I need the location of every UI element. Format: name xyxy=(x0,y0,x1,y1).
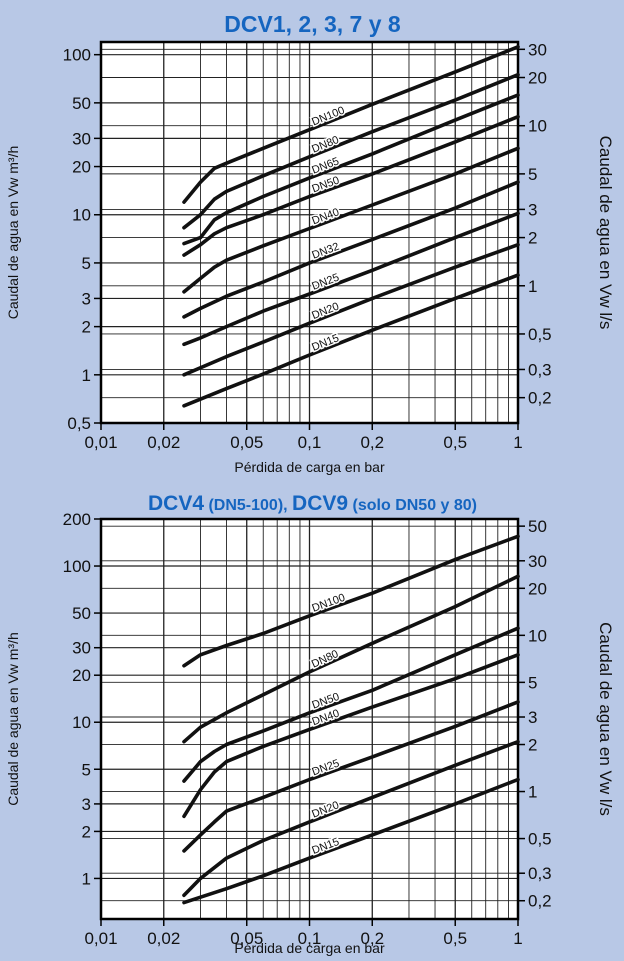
x-tick-label: 0,02 xyxy=(147,929,180,948)
y-tick-label: 3 xyxy=(82,289,91,308)
x-tick-label: 0,2 xyxy=(360,929,384,948)
x-tick-label: 0,05 xyxy=(230,433,263,452)
chart-title: DCV1, 2, 3, 7 y 8 xyxy=(224,11,401,37)
y-tick-label: 0,5 xyxy=(67,414,91,433)
grid xyxy=(100,42,518,424)
y-tick-label: 2 xyxy=(82,822,91,841)
x-tick-label: 0,02 xyxy=(147,433,180,452)
y2-tick-label: 30 xyxy=(528,552,547,571)
series-line xyxy=(182,653,520,819)
y-tick-label: 20 xyxy=(72,158,91,177)
series-line xyxy=(182,93,520,246)
y-tick-label: 30 xyxy=(72,129,91,148)
y2-tick-label: 10 xyxy=(528,626,547,645)
chart-top: 0,01 0,02 0,05 0,1 0,2 0,5 10,5123510203050100… xyxy=(5,11,615,475)
series-line xyxy=(182,45,520,204)
y2-tick-label: 1 xyxy=(528,783,537,802)
series-line xyxy=(182,739,520,898)
x-tick-label: 0,5 xyxy=(443,929,467,948)
series-line xyxy=(182,700,520,853)
y2-tick-label: 20 xyxy=(528,579,547,598)
x-tick-label: 0,05 xyxy=(230,929,263,948)
y-tick-label: 10 xyxy=(72,206,91,225)
series-line xyxy=(182,626,520,783)
y2-tick-label: 3 xyxy=(528,708,537,727)
chart-title-part: DCV9 xyxy=(292,492,348,515)
x-tick-label: 0,1 xyxy=(298,929,322,948)
series-line xyxy=(182,180,520,319)
y-tick-label: 5 xyxy=(82,254,91,273)
series-line xyxy=(182,146,520,294)
y-tick-label: 1 xyxy=(82,869,91,888)
series-line xyxy=(182,242,520,377)
y2-tick-label: 0,2 xyxy=(528,892,552,911)
chart-title: DCV4 (DN5-100), DCV9 (solo DN50 y 80) xyxy=(148,492,477,515)
series-line xyxy=(182,211,520,347)
y2-tick-label: 1 xyxy=(528,277,537,296)
x-tick-label: 0,01 xyxy=(84,433,117,452)
chart-title-part: (DN5-100), xyxy=(204,497,292,514)
series-line xyxy=(182,574,520,744)
y2-tick-label: 5 xyxy=(528,673,537,692)
y-axis-label: Caudal de agua en Vw m³/h xyxy=(5,146,21,320)
x-tick-label: 0,2 xyxy=(360,433,384,452)
y2-tick-label: 20 xyxy=(528,69,547,88)
x-axis-label: Pérdida de carga en bar xyxy=(234,940,385,956)
y-axis-label: Caudal de agua en Vw m³/h xyxy=(5,632,21,806)
y-tick-label: 100 xyxy=(63,557,91,576)
chart-title-part: DCV4 xyxy=(148,492,204,515)
grid xyxy=(100,518,518,919)
y-tick-label: 20 xyxy=(72,666,91,685)
x-tick-label: 1 xyxy=(513,929,522,948)
series-line xyxy=(182,114,520,257)
y2-tick-label: 50 xyxy=(528,517,547,536)
x-tick-label: 0,01 xyxy=(84,929,117,948)
y2-tick-label: 0,2 xyxy=(528,389,552,408)
y-tick-label: 50 xyxy=(72,94,91,113)
y2-tick-label: 0,3 xyxy=(528,360,552,379)
y-tick-label: 100 xyxy=(63,46,91,65)
y-tick-label: 50 xyxy=(72,604,91,623)
y-tick-label: 2 xyxy=(82,318,91,337)
y2-axis-label: Caudal de agua en Vw l/s xyxy=(596,136,615,330)
y-tick-label: 200 xyxy=(63,510,91,529)
x-tick-label: 0,5 xyxy=(443,433,467,452)
y2-tick-label: 10 xyxy=(528,117,547,136)
y2-tick-label: 2 xyxy=(528,736,537,755)
x-tick-label: 1 xyxy=(513,433,522,452)
y2-axis-label: Caudal de agua en Vw l/s xyxy=(596,622,615,816)
y2-tick-label: 5 xyxy=(528,165,537,184)
series-line xyxy=(182,273,520,408)
chart-bottom: 0,01 0,02 0,05 0,1 0,2 0,5 1123510203050100200… xyxy=(5,492,615,956)
y-tick-label: 1 xyxy=(82,366,91,385)
x-axis-label: Pérdida de carga en bar xyxy=(234,459,385,475)
y2-tick-label: 0,5 xyxy=(528,830,552,849)
y2-tick-label: 2 xyxy=(528,229,537,248)
y-tick-label: 30 xyxy=(72,639,91,658)
y2-tick-label: 3 xyxy=(528,200,537,219)
y2-tick-label: 0,3 xyxy=(528,864,552,883)
y-tick-label: 10 xyxy=(72,713,91,732)
y-tick-label: 3 xyxy=(82,795,91,814)
series-line xyxy=(182,534,520,668)
y2-tick-label: 0,5 xyxy=(528,325,552,344)
x-tick-label: 0,1 xyxy=(298,433,322,452)
chart-title-part: (solo DN50 y 80) xyxy=(348,497,477,514)
y-tick-label: 5 xyxy=(82,760,91,779)
series-line xyxy=(182,72,520,230)
y2-tick-label: 30 xyxy=(528,40,547,59)
series-line xyxy=(182,777,520,905)
